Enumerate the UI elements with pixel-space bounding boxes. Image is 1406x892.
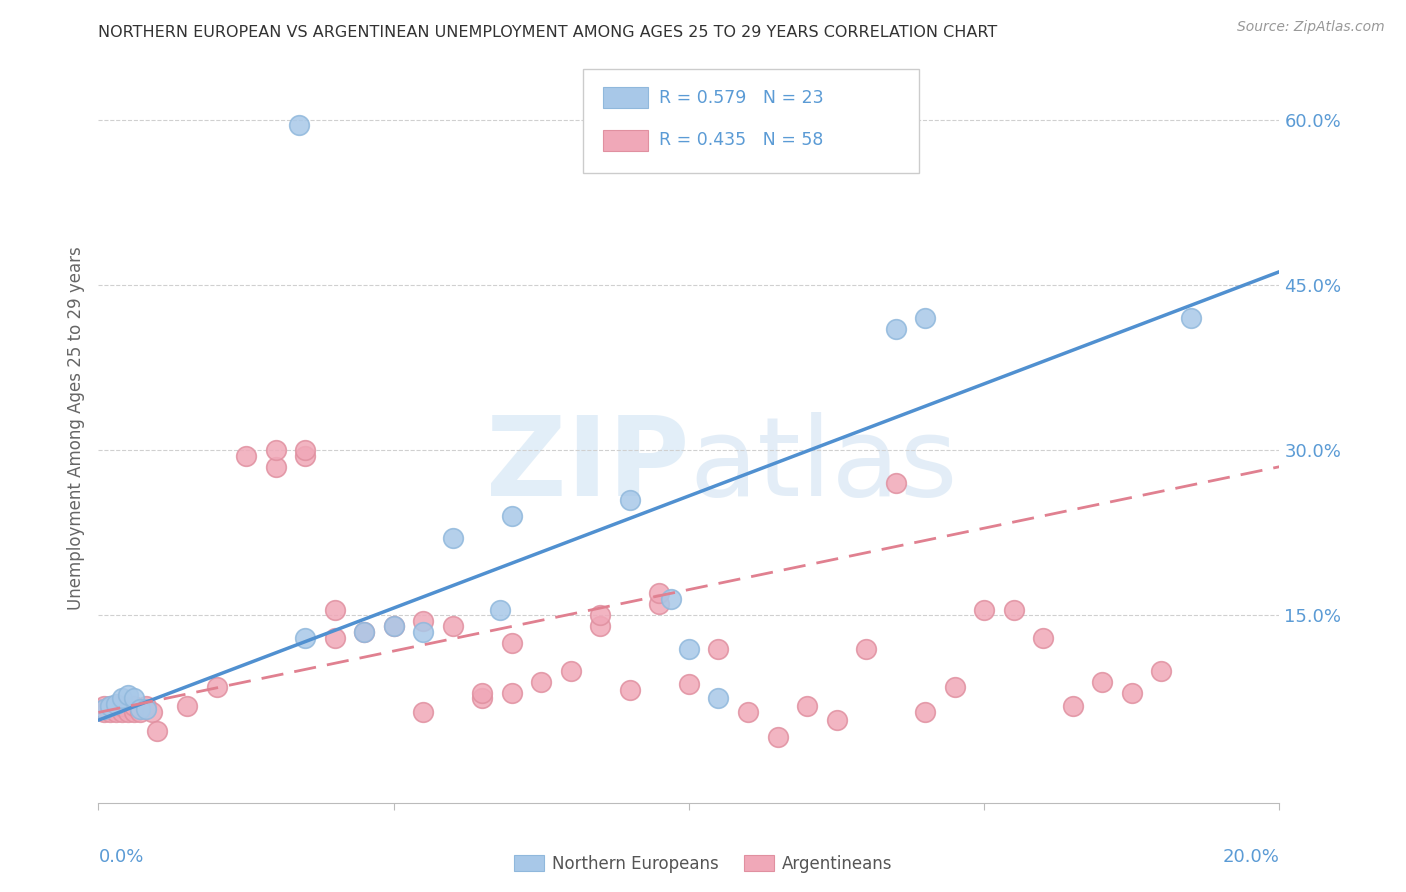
Point xyxy=(98,698,121,713)
Point xyxy=(1180,310,1202,325)
Point xyxy=(111,698,134,713)
Point xyxy=(441,619,464,633)
Point xyxy=(825,713,848,727)
Point xyxy=(264,443,287,458)
Point xyxy=(914,706,936,720)
Point xyxy=(1032,631,1054,645)
Point xyxy=(235,449,257,463)
Point xyxy=(353,625,375,640)
Point xyxy=(264,459,287,474)
Legend: Northern Europeans, Argentineans: Northern Europeans, Argentineans xyxy=(508,848,898,880)
Point xyxy=(1121,685,1143,699)
Text: 0.0%: 0.0% xyxy=(98,847,143,866)
Point xyxy=(105,706,128,720)
Point xyxy=(146,724,169,739)
Point xyxy=(659,591,682,606)
Point xyxy=(412,625,434,640)
Point xyxy=(93,698,115,713)
Point xyxy=(122,698,145,713)
Text: 20.0%: 20.0% xyxy=(1223,847,1279,866)
Point xyxy=(135,702,157,716)
Point xyxy=(796,698,818,713)
Point xyxy=(471,685,494,699)
Point xyxy=(707,691,730,706)
Point xyxy=(471,691,494,706)
Point xyxy=(884,322,907,336)
Point xyxy=(501,636,523,650)
Point xyxy=(530,674,553,689)
Point xyxy=(87,702,110,716)
Y-axis label: Unemployment Among Ages 25 to 29 years: Unemployment Among Ages 25 to 29 years xyxy=(66,246,84,610)
Text: R = 0.435   N = 58: R = 0.435 N = 58 xyxy=(659,131,824,150)
Point xyxy=(441,532,464,546)
Point xyxy=(288,118,311,132)
Text: R = 0.579   N = 23: R = 0.579 N = 23 xyxy=(659,88,824,107)
Point xyxy=(1091,674,1114,689)
Point xyxy=(93,706,115,720)
Point xyxy=(141,706,163,720)
Point xyxy=(737,706,759,720)
Point xyxy=(766,730,789,744)
FancyBboxPatch shape xyxy=(582,69,920,173)
Point xyxy=(855,641,877,656)
Point xyxy=(648,586,671,600)
Point xyxy=(382,619,405,633)
Point xyxy=(122,691,145,706)
Point xyxy=(111,706,134,720)
Point xyxy=(117,706,139,720)
Point xyxy=(707,641,730,656)
Point xyxy=(98,698,121,713)
Text: ZIP: ZIP xyxy=(485,412,689,519)
Point xyxy=(973,603,995,617)
Point xyxy=(205,680,228,694)
Point xyxy=(111,691,134,706)
Point xyxy=(294,449,316,463)
Text: Source: ZipAtlas.com: Source: ZipAtlas.com xyxy=(1237,20,1385,34)
Point xyxy=(678,641,700,656)
Point xyxy=(382,619,405,633)
Point xyxy=(128,702,150,716)
Point xyxy=(323,603,346,617)
Point xyxy=(589,619,612,633)
FancyBboxPatch shape xyxy=(603,87,648,108)
Point xyxy=(1062,698,1084,713)
Point xyxy=(589,608,612,623)
Text: atlas: atlas xyxy=(689,412,957,519)
Point xyxy=(914,310,936,325)
Point xyxy=(135,698,157,713)
Point xyxy=(294,631,316,645)
Point xyxy=(122,706,145,720)
Point xyxy=(105,697,128,711)
Point xyxy=(884,476,907,491)
Point xyxy=(501,685,523,699)
Point xyxy=(560,664,582,678)
Point xyxy=(1002,603,1025,617)
Point xyxy=(489,603,512,617)
Point xyxy=(501,509,523,524)
Point xyxy=(128,706,150,720)
Point xyxy=(176,698,198,713)
FancyBboxPatch shape xyxy=(603,130,648,151)
Point xyxy=(648,598,671,612)
Point xyxy=(105,698,128,713)
Point xyxy=(117,688,139,702)
Point xyxy=(619,683,641,698)
Point xyxy=(678,677,700,691)
Text: NORTHERN EUROPEAN VS ARGENTINEAN UNEMPLOYMENT AMONG AGES 25 TO 29 YEARS CORRELAT: NORTHERN EUROPEAN VS ARGENTINEAN UNEMPLO… xyxy=(98,25,998,40)
Point xyxy=(323,631,346,645)
Point xyxy=(412,614,434,628)
Point xyxy=(294,443,316,458)
Point xyxy=(98,706,121,720)
Point xyxy=(93,702,115,716)
Point xyxy=(1150,664,1173,678)
Point xyxy=(412,706,434,720)
Point xyxy=(943,680,966,694)
Point xyxy=(619,492,641,507)
Point xyxy=(353,625,375,640)
